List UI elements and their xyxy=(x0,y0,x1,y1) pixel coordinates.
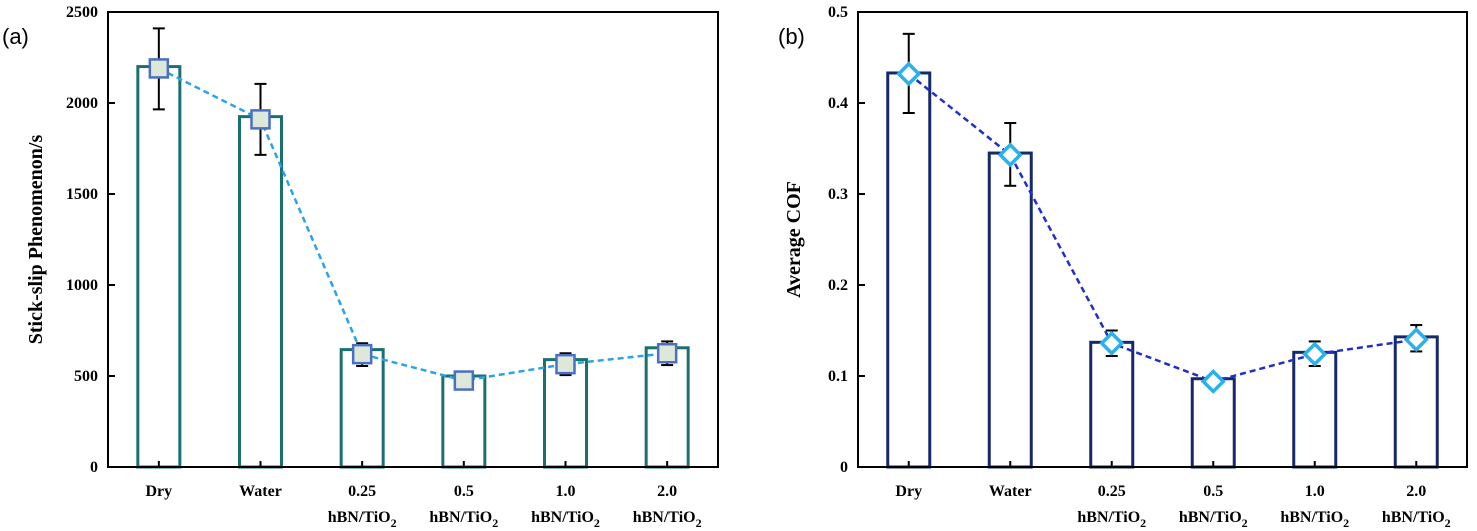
bar xyxy=(987,151,1033,469)
y-tick-label: 1500 xyxy=(66,186,98,203)
y-tick-label: 0.4 xyxy=(828,95,848,112)
y-tick-label: 2500 xyxy=(66,4,98,21)
data-point xyxy=(351,343,373,365)
bar xyxy=(1292,350,1338,469)
y-tick-label: 500 xyxy=(74,368,98,385)
data-point xyxy=(997,142,1023,168)
data-point xyxy=(1302,341,1328,367)
series-line xyxy=(907,72,1417,383)
x-tick-label: 0.25 xyxy=(1098,483,1126,500)
x-tick-label: 1.0 xyxy=(556,483,576,500)
x-tick-sublabel: hBN/TiO2 xyxy=(328,509,397,530)
x-tick-label: Dry xyxy=(895,483,922,500)
data-point xyxy=(1200,368,1226,394)
y-axis-title: Stick-slip Phenomenon/s xyxy=(25,135,47,345)
y-tick-label: 0.3 xyxy=(828,186,848,203)
bar xyxy=(1089,340,1135,469)
x-tick-sublabel: hBN/TiO2 xyxy=(1382,509,1451,530)
y-tick-label: 1000 xyxy=(66,277,98,294)
x-tick-label: 0.5 xyxy=(454,483,474,500)
panel-b: (b) Average COF 0 0.1 0.2 0.3 0.4 0.5 Dry Water 0.… xyxy=(778,4,1468,530)
bar xyxy=(1393,335,1439,469)
panel-label: (a) xyxy=(2,24,29,49)
x-tick-label: Water xyxy=(989,483,1032,500)
x-tick-sublabel: hBN/TiO2 xyxy=(531,509,600,530)
data-point xyxy=(1099,330,1125,356)
x-tick-label: Water xyxy=(239,483,282,500)
x-tick-label: 0.5 xyxy=(1203,483,1223,500)
y-tick-label: 0.2 xyxy=(828,277,848,294)
y-tick-label: 0 xyxy=(840,459,848,476)
panel-a: (a) Stick-slip Phenomenon/s 0 500 1000 1500 20… xyxy=(2,4,719,530)
data-point xyxy=(453,370,475,391)
data-point xyxy=(148,58,170,79)
x-tick-label: 2.0 xyxy=(1406,483,1426,500)
x-tick-sublabel: hBN/TiO2 xyxy=(429,509,498,530)
bar xyxy=(886,71,932,469)
x-tick-label: Dry xyxy=(146,483,173,500)
bar xyxy=(238,115,283,469)
plot-frame xyxy=(857,11,1468,468)
data-point xyxy=(1403,327,1429,353)
data-point xyxy=(555,353,576,375)
y-axis-title: Average COF xyxy=(783,181,805,298)
x-tick-sublabel: hBN/TiO2 xyxy=(633,509,702,530)
y-tick-label: 2000 xyxy=(66,95,98,112)
panel-label: (b) xyxy=(778,24,805,49)
data-point xyxy=(896,61,922,87)
bar xyxy=(339,348,385,469)
series-line xyxy=(158,67,668,382)
plot-frame xyxy=(107,11,719,468)
data-point xyxy=(250,109,271,130)
x-tick-sublabel: hBN/TiO2 xyxy=(1179,509,1248,530)
x-tick-sublabel: hBN/TiO2 xyxy=(1077,509,1146,530)
x-tick-sublabel: hBN/TiO2 xyxy=(1280,509,1349,530)
x-tick-label: 1.0 xyxy=(1305,483,1325,500)
y-tick-label: 0.1 xyxy=(828,368,848,385)
y-tick-label: 0 xyxy=(90,459,98,476)
bar xyxy=(136,65,182,469)
x-tick-label: 0.25 xyxy=(348,483,376,500)
x-tick-label: 2.0 xyxy=(657,483,677,500)
y-tick-label: 0.5 xyxy=(828,4,848,21)
data-point xyxy=(656,343,678,364)
